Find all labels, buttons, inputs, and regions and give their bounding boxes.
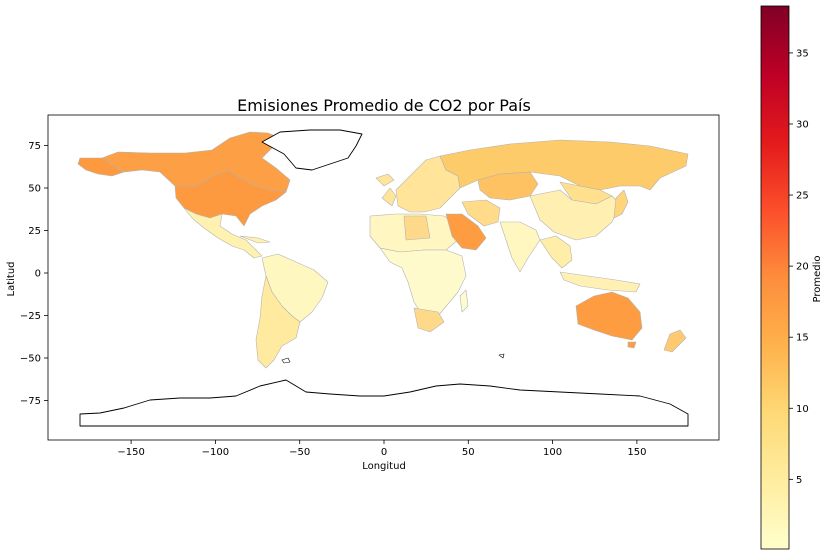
y-tick-label: 75 — [28, 141, 41, 152]
x-tick-label: −50 — [289, 447, 310, 458]
x-axis: −150 −100 −50 0 50 100 150 — [117, 440, 646, 458]
country-south-africa[interactable] — [413, 307, 445, 333]
colorbar-tick-label: 20 — [796, 262, 809, 273]
colorbar-label: Promedio — [812, 255, 823, 302]
x-tick-label: 0 — [381, 447, 387, 458]
country-madagascar[interactable] — [459, 289, 469, 313]
colorbar-tick-label: 35 — [796, 48, 809, 59]
country-libya[interactable] — [403, 215, 431, 241]
country-canada[interactable] — [101, 131, 291, 193]
y-axis: 75 50 25 0 −25 −50 −75 — [20, 141, 48, 407]
country-saudi-arabia[interactable] — [445, 213, 487, 251]
region-africa[interactable] — [379, 247, 467, 319]
region-antarctica — [79, 379, 689, 427]
colorbar-tick-label: 5 — [796, 475, 802, 486]
country-greenland — [261, 129, 363, 171]
country-new-zealand[interactable] — [663, 329, 687, 353]
colorbar-tick-label: 25 — [796, 191, 809, 202]
country-uk[interactable] — [381, 187, 397, 207]
colorbar — [760, 5, 790, 550]
colorbar-tick-label: 30 — [796, 119, 809, 130]
country-argentina-chile[interactable] — [255, 275, 301, 369]
y-axis-label: Latitud — [6, 261, 17, 296]
country-australia[interactable] — [575, 291, 643, 341]
x-tick-label: −100 — [202, 447, 229, 458]
island-kerguelen — [498, 353, 505, 359]
country-iran[interactable] — [461, 199, 501, 227]
x-tick-label: 50 — [462, 447, 475, 458]
colorbar-tick-label: 10 — [796, 404, 809, 415]
x-tick-label: 150 — [627, 447, 646, 458]
region-southeast-asia[interactable] — [539, 235, 573, 269]
x-axis-label: Longitud — [362, 461, 406, 472]
y-tick-label: 50 — [28, 184, 41, 195]
island-cuba[interactable] — [239, 235, 271, 244]
y-tick-label: 25 — [28, 226, 41, 237]
map-layer — [77, 129, 689, 427]
colorbar-axis: 5 10 15 20 25 30 35 — [789, 48, 809, 486]
y-tick-label: −75 — [20, 396, 41, 407]
country-russia[interactable] — [439, 139, 689, 191]
x-tick-label: −150 — [117, 447, 144, 458]
country-iceland[interactable] — [375, 173, 395, 187]
country-australia-tasmania[interactable] — [627, 341, 637, 349]
country-japan[interactable] — [613, 189, 629, 219]
y-tick-label: −50 — [20, 354, 41, 365]
country-usa-alaska[interactable] — [77, 157, 125, 177]
x-tick-label: 100 — [543, 447, 562, 458]
country-mexico[interactable] — [183, 207, 263, 259]
island-falklands — [281, 357, 291, 364]
y-tick-label: 0 — [35, 269, 41, 280]
map-title: Emisiones Promedio de CO2 por País — [237, 96, 531, 115]
country-indonesia[interactable] — [559, 271, 641, 293]
y-tick-label: −25 — [20, 311, 41, 322]
country-india[interactable] — [499, 221, 541, 273]
colorbar-tick-label: 15 — [796, 333, 809, 344]
